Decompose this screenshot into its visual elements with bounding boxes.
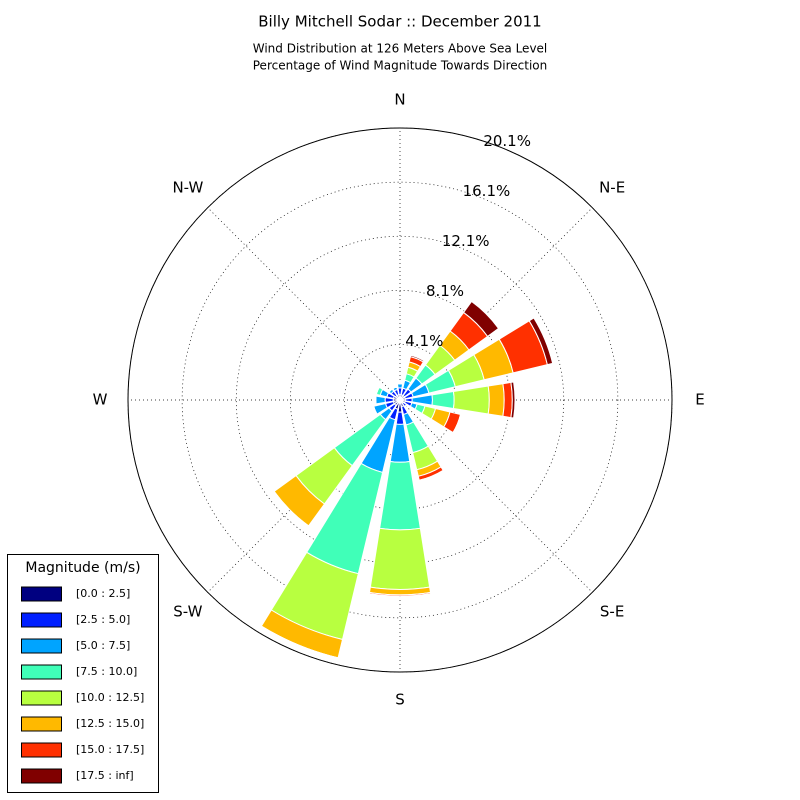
wind-bar (375, 395, 386, 405)
legend-label: [5.0 : 7.5] (76, 639, 130, 652)
legend-label: [17.5 : inf] (76, 769, 134, 782)
grid-ring (181, 181, 619, 619)
legend-label: [10.0 : 12.5] (76, 691, 144, 704)
wind-bar (462, 300, 500, 338)
legend-swatch (21, 612, 62, 628)
wind-bar (510, 381, 516, 419)
direction-label: N-W (172, 178, 203, 196)
wind-bar (375, 387, 380, 395)
direction-label: S-W (173, 603, 202, 621)
direction-label: S (395, 691, 405, 709)
legend-swatch (21, 586, 62, 602)
wind-bar (431, 390, 455, 410)
wind-bar (261, 625, 339, 659)
legend-swatch (21, 742, 62, 758)
direction-label: S-E (600, 603, 624, 621)
legend-label: [2.5 : 5.0] (76, 613, 130, 626)
wind-bar (395, 411, 405, 425)
legend-swatch (21, 638, 62, 654)
grid-spoke (399, 399, 593, 593)
legend-label: [15.0 : 17.5] (76, 743, 144, 756)
direction-label: N (394, 91, 405, 109)
legend-swatch (21, 690, 62, 706)
wind-bar (528, 317, 554, 366)
grid-spoke (207, 207, 401, 401)
legend-label: [7.5 : 10.0] (76, 665, 137, 678)
wind-bar (369, 527, 431, 590)
r-tick-label: 20.1% (483, 132, 531, 150)
r-tick-label: 4.1% (405, 332, 443, 350)
wind-bar (396, 383, 404, 389)
wind-bar (392, 386, 397, 389)
wind-bar (487, 383, 505, 417)
legend-swatch (21, 716, 62, 732)
grid-ring (127, 127, 673, 673)
legend-label: [0.0 : 2.5] (76, 587, 130, 600)
wind-bar (452, 385, 490, 415)
direction-label: E (695, 391, 704, 409)
wind-bar (369, 593, 431, 597)
wind-bar (379, 460, 421, 531)
chart-title: Billy Mitchell Sodar :: December 2011 (258, 13, 541, 31)
wind-bar (452, 414, 462, 433)
grid-ring (235, 235, 565, 565)
legend-title: Magnitude (m/s) (25, 560, 140, 576)
wind-bar (502, 381, 513, 419)
grid-spoke (399, 207, 593, 401)
direction-label: W (93, 391, 108, 409)
chart-subtitle: Percentage of Wind Magnitude Towards Dir… (253, 59, 547, 73)
chart-subtitle: Wind Distribution at 126 Meters Above Se… (253, 42, 548, 56)
legend-label: [12.5 : 15.0] (76, 717, 144, 730)
legend-swatch (21, 768, 62, 784)
wind-bar (409, 354, 425, 363)
r-tick-label: 12.1% (442, 232, 490, 250)
legend-swatch (21, 664, 62, 680)
r-tick-label: 8.1% (426, 282, 464, 300)
r-tick-label: 16.1% (463, 182, 511, 200)
direction-label: N-E (599, 178, 625, 196)
